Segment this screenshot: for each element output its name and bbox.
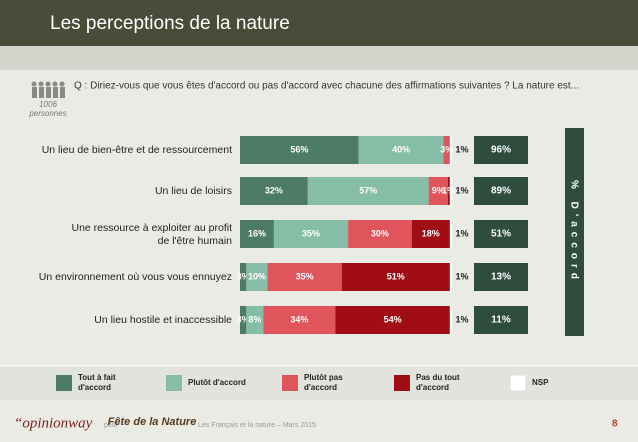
total-box: [474, 177, 528, 205]
value-label: 3%: [237, 271, 250, 281]
legend-label: Pas du tout d'accord: [416, 373, 460, 392]
nsp-label: 1%: [455, 228, 468, 238]
value-label: 8%: [248, 314, 261, 324]
bar-segment: [240, 136, 359, 164]
nsp-label: 1%: [455, 185, 468, 195]
legend-label: Plutôt pas d'accord: [304, 373, 343, 392]
legend-swatch: [509, 374, 527, 392]
respondents-label: personnes: [28, 109, 66, 118]
category-label: Un lieu hostile et inaccessible: [94, 314, 232, 326]
for-label: pour: [104, 422, 119, 429]
value-label: 40%: [392, 144, 410, 154]
bar-segment: [447, 177, 450, 205]
bar-segment: [246, 263, 268, 291]
bar-segment: [411, 220, 450, 248]
value-label: 57%: [359, 185, 377, 195]
legend-label: NSP: [532, 378, 549, 387]
totals-axis-label: % D'accord: [568, 180, 579, 284]
value-label: 1%: [442, 185, 455, 195]
bar-segment: [273, 220, 349, 248]
bar-segment: [240, 306, 247, 334]
value-label: 35%: [302, 228, 320, 238]
bar-segment: [449, 177, 452, 205]
legend-band: [0, 366, 638, 400]
page-number: 8: [612, 419, 618, 430]
total-box: [474, 136, 528, 164]
bar-segment: [240, 220, 274, 248]
bar-segment: [267, 263, 342, 291]
value-label: 10%: [248, 271, 266, 281]
value-label: 3%: [440, 144, 453, 154]
nsp-label: 1%: [455, 144, 468, 154]
study-label: Les Français et la nature – Mars 2015: [198, 422, 316, 429]
value-label: 3%: [237, 314, 250, 324]
bar-segment: [449, 136, 452, 164]
title: Les perceptions de la nature: [50, 13, 290, 34]
total-label: 13%: [491, 272, 511, 283]
totals-axis-box: [565, 128, 584, 336]
bar-segment: [246, 306, 264, 334]
total-label: 51%: [491, 229, 511, 240]
value-label: 18%: [422, 228, 440, 238]
legend-label: Tout à fait d'accord: [78, 373, 116, 392]
nsp-label: 1%: [455, 271, 468, 281]
bar-segment: [341, 263, 450, 291]
people-icon: [31, 81, 65, 98]
value-label: 30%: [371, 228, 389, 238]
bar-segment: [240, 177, 308, 205]
bar-segment: [428, 177, 448, 205]
total-box: [474, 263, 528, 291]
total-label: 89%: [491, 186, 511, 197]
bar-segment: [449, 263, 452, 291]
category-label: Une ressource à exploiter au profit de l'…: [72, 222, 233, 247]
total-box: [474, 220, 528, 248]
bar-segment: [449, 306, 452, 334]
brand: “opinionway: [14, 415, 93, 431]
header-subband: [0, 46, 638, 70]
legend-swatch: [394, 375, 410, 391]
question: Q : Diriez-vous que vous êtes d'accord o…: [74, 81, 579, 92]
respondents-count: 1006: [39, 100, 57, 109]
value-label: 9%: [432, 185, 445, 195]
legend-swatch: [166, 375, 182, 391]
legend-label: Plutôt d'accord: [188, 378, 246, 387]
value-label: 32%: [265, 185, 283, 195]
legend-swatch: [56, 375, 72, 391]
bar-segment: [348, 220, 412, 248]
nsp-label: 1%: [455, 314, 468, 324]
partner-logo: Fête de la Nature: [108, 416, 197, 428]
category-label: Un environnement où vous vous ennuyez: [39, 271, 232, 283]
category-label: Un lieu de bien-être et de ressourcement: [42, 144, 232, 156]
bar-segment: [335, 306, 450, 334]
total-box: [474, 306, 528, 334]
total-label: 11%: [491, 315, 511, 326]
bar-segment: [240, 263, 247, 291]
bar-segment: [263, 306, 336, 334]
legend-swatch: [282, 375, 298, 391]
value-label: 54%: [384, 314, 402, 324]
total-label: 96%: [491, 145, 511, 156]
header-band: [0, 0, 638, 46]
category-label: Un lieu de loisirs: [155, 185, 232, 197]
value-label: 34%: [290, 314, 308, 324]
bar-segment: [449, 220, 452, 248]
value-label: 56%: [290, 144, 308, 154]
bar-segment: [358, 136, 444, 164]
value-label: 16%: [248, 228, 266, 238]
bar-segment: [443, 136, 450, 164]
bar-segment: [307, 177, 429, 205]
value-label: 35%: [296, 271, 314, 281]
value-label: 51%: [387, 271, 405, 281]
